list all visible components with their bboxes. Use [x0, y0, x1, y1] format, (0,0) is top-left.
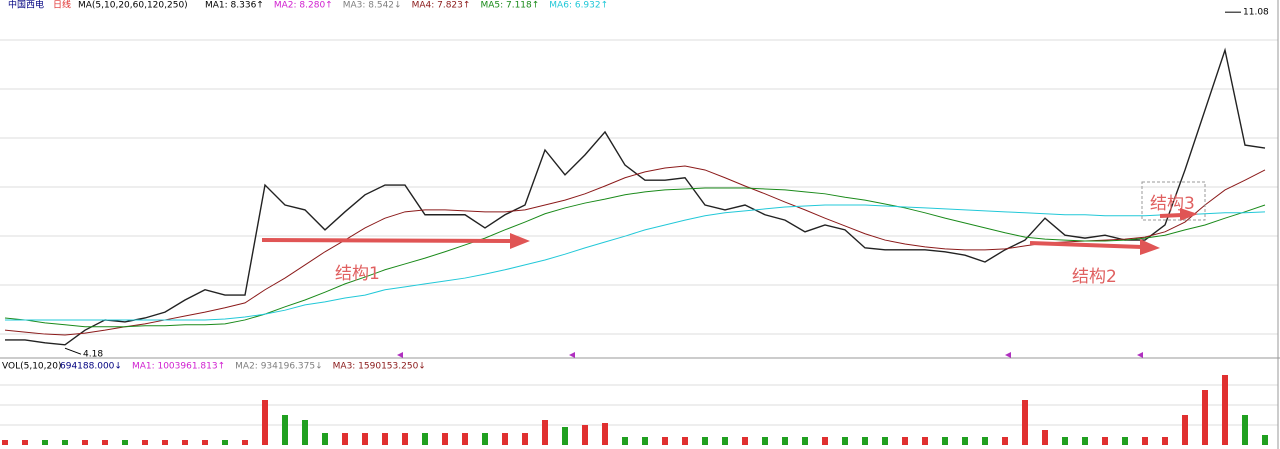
volume-bar	[1002, 437, 1008, 445]
volume-bar	[1022, 400, 1028, 445]
volume-bar	[622, 437, 628, 445]
volume-bar	[1042, 430, 1048, 445]
volume-bar	[182, 440, 188, 445]
volume-bar	[382, 433, 388, 445]
volume-bar	[262, 400, 268, 445]
volume-bar	[1142, 437, 1148, 445]
volume-bar	[282, 415, 288, 445]
volume-value: MA2: 934196.375↓	[235, 362, 322, 372]
volume-header: VOL(5,10,20) 694188.000↓ MA1: 1003961.813…	[2, 362, 426, 372]
volume-bar	[62, 440, 68, 445]
ma-value: MA6: 6.932↑	[549, 1, 608, 11]
volume-bar	[2, 440, 8, 445]
volume-bar	[102, 440, 108, 445]
volume-bar	[82, 440, 88, 445]
volume-bar	[702, 437, 708, 445]
high-label: 11.08	[1243, 8, 1269, 18]
volume-bar	[962, 437, 968, 445]
volume-bar	[1202, 390, 1208, 445]
price-line	[5, 204, 1266, 321]
volume-bar	[42, 440, 48, 445]
volume-bar	[1062, 437, 1068, 445]
volume-bar	[462, 433, 468, 445]
structure-label: 结构3	[1150, 194, 1195, 214]
volume-bar	[422, 433, 428, 445]
volume-bar	[762, 437, 768, 445]
volume-bar	[982, 437, 988, 445]
volume-bar	[582, 425, 588, 445]
volume-bar	[842, 437, 848, 445]
volume-bar	[1262, 435, 1268, 445]
volume-bar	[222, 440, 228, 445]
ma-value: MA1: 8.336↑	[205, 1, 264, 11]
volume-bar	[642, 437, 648, 445]
volume-bar	[802, 437, 808, 445]
volume-bar	[922, 437, 928, 445]
volume-bar	[322, 433, 328, 445]
volume-bar	[682, 437, 688, 445]
ma-value: MA2: 8.280↑	[274, 1, 333, 11]
price-line	[4, 187, 1266, 328]
volume-bar	[342, 433, 348, 445]
volume-value: 694188.000↓	[60, 362, 122, 372]
header: 中国西电 日线 MA(5,10,20,60,120,250) MA1: 8.33…	[8, 0, 608, 11]
volume-bar	[1182, 415, 1188, 445]
structure-label: 结构1	[335, 264, 380, 284]
volume-bar	[1082, 437, 1088, 445]
low-pointer	[64, 347, 82, 355]
volume-bar	[1102, 437, 1108, 445]
volume-bar	[362, 433, 368, 445]
volume-bar	[662, 437, 668, 445]
volume-bar	[482, 433, 488, 445]
volume-bar	[402, 433, 408, 445]
volume-bar	[1222, 375, 1228, 445]
volume-bar	[862, 437, 868, 445]
volume-bar	[442, 433, 448, 445]
volume-bar	[502, 433, 508, 445]
volume-bar	[1122, 437, 1128, 445]
volume-bar	[522, 433, 528, 445]
volume-bar	[1162, 437, 1168, 445]
structure-label: 结构2	[1072, 267, 1117, 287]
volume-label: VOL(5,10,20)	[2, 362, 61, 372]
low-label: 4.18	[83, 350, 103, 360]
volume-bar	[822, 437, 828, 445]
volume-bar	[722, 437, 728, 445]
volume-bar	[782, 437, 788, 445]
volume-bar	[302, 420, 308, 445]
stock-name: 中国西电	[8, 0, 44, 11]
ma-label: MA(5,10,20,60,120,250)	[78, 1, 188, 11]
volume-bar	[542, 420, 548, 445]
volume-bar	[162, 440, 168, 445]
volume-bar	[122, 440, 128, 445]
ma-value: MA3: 8.542↓	[343, 1, 402, 11]
volume-bar	[142, 440, 148, 445]
volume-bar	[202, 440, 208, 445]
volume-bar	[882, 437, 888, 445]
volume-value: MA1: 1003961.813↑	[132, 362, 225, 372]
volume-bar	[742, 437, 748, 445]
structure-arrows	[261, 181, 1206, 255]
volume-bar	[242, 440, 248, 445]
volume-bar	[562, 427, 568, 445]
ma-value: MA5: 7.118↑	[480, 1, 539, 11]
volume-bar	[602, 423, 608, 445]
volume-bar	[902, 437, 908, 445]
volume-value: MA3: 1590153.250↓	[333, 362, 426, 372]
price-line	[5, 47, 1266, 346]
volume-bar	[1242, 415, 1248, 445]
volume-bar	[22, 440, 28, 445]
volume-bar	[942, 437, 948, 445]
period: 日线	[53, 0, 71, 11]
markers	[397, 352, 1143, 358]
ma-value: MA4: 7.823↑	[412, 1, 471, 11]
